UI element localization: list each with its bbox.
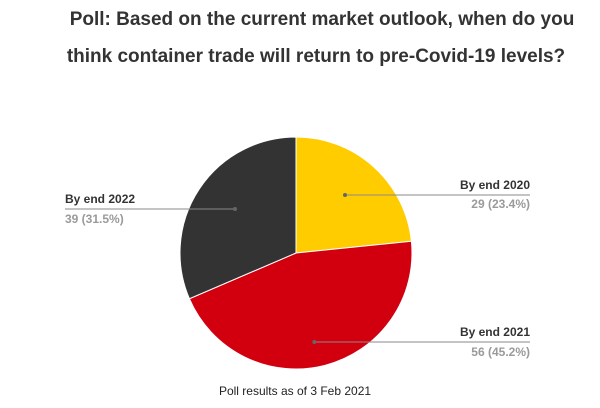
leader-dot <box>342 193 347 197</box>
pie-slices <box>179 136 413 370</box>
slice-value-label: 39 (31.5%) <box>65 212 124 226</box>
pie-labels: By end 2020 29 (23.4%) By end 2021 56 (45.2… <box>65 178 530 359</box>
slice-label: By end 2020 <box>460 178 530 192</box>
slice-value-label: 29 (23.4%) <box>471 197 530 211</box>
slice-value-label: 56 (45.2%) <box>471 345 530 359</box>
chart-footnote: Poll results as of 3 Feb 2021 <box>219 384 371 398</box>
pie-slice-by-end-2021 <box>188 240 413 370</box>
slice-label: By end 2021 <box>460 325 530 339</box>
slice-label: By end 2022 <box>65 192 135 206</box>
chart-title-line-2: think container trade will return to pre… <box>67 46 565 67</box>
leader-dot <box>312 340 317 344</box>
pie-slice-by-end-2022 <box>179 136 297 300</box>
leader-dot <box>232 207 237 211</box>
chart-title-line-1: Poll: Based on the current market outloo… <box>70 9 575 30</box>
